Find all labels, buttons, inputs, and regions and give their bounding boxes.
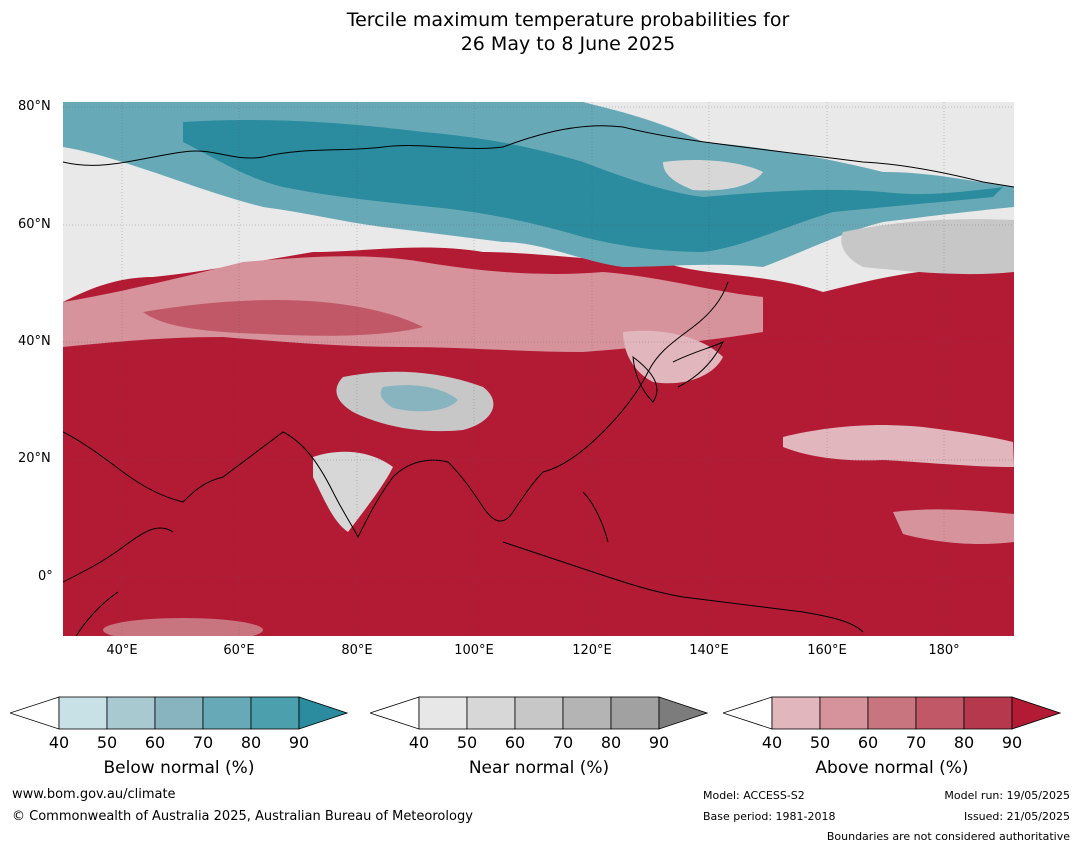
- colorbar-near-swatches: [368, 696, 709, 730]
- copyright-text: © Commonwealth of Australia 2025, Austra…: [12, 809, 473, 824]
- lat-label-80n: 80°N: [18, 99, 51, 114]
- lon-label-160e: 160°E: [807, 643, 847, 658]
- tick: 70: [192, 733, 214, 752]
- tick: 60: [144, 733, 166, 752]
- coastlines: [63, 125, 1014, 636]
- near-normal-kamchatka: [841, 219, 1014, 275]
- below-normal-siberia-core: [183, 120, 1003, 252]
- colorbar-below-ticks: 40 50 60 70 80 90: [10, 733, 348, 753]
- tick: 50: [96, 733, 118, 752]
- title-line-2: 26 May to 8 June 2025: [460, 33, 676, 55]
- lon-label-100e: 100°E: [454, 643, 494, 658]
- lat-label-20n: 20°N: [18, 451, 51, 466]
- above-normal-pacific-patch: [783, 425, 1014, 467]
- near-normal-patch: [663, 160, 763, 191]
- tick: 50: [456, 733, 478, 752]
- tick: 70: [552, 733, 574, 752]
- tick: 50: [809, 733, 831, 752]
- tick: 80: [600, 733, 622, 752]
- map-panel: 80°N 60°N 40°N 20°N 0°: [0, 90, 1081, 670]
- below-normal-tibet: [380, 385, 458, 412]
- tick: 40: [408, 733, 430, 752]
- tick: 60: [857, 733, 879, 752]
- lon-label-180: 180°: [928, 643, 960, 658]
- base-period: Base period: 1981-2018: [703, 810, 836, 823]
- colorbar-below-swatches: [8, 696, 349, 730]
- near-normal-india: [313, 451, 393, 532]
- above-normal-pacific-south: [893, 509, 1014, 545]
- tick: 90: [288, 733, 310, 752]
- graticule: [63, 102, 1014, 636]
- model-run-date: Model run: 19/05/2025: [944, 789, 1070, 802]
- lon-label-140e: 140°E: [689, 643, 729, 658]
- colorbar-below-label: Below normal (%): [103, 758, 255, 778]
- colorbar-near-normal: 40 50 60 70 80 90 Near normal (%): [368, 696, 709, 778]
- boundaries-note: Boundaries are not considered authoritat…: [826, 830, 1070, 843]
- tick: 80: [240, 733, 262, 752]
- lon-label-80e: 80°E: [341, 643, 373, 658]
- probability-map: [63, 102, 1014, 636]
- tick: 60: [504, 733, 526, 752]
- lat-label-40n: 40°N: [18, 334, 51, 349]
- lon-label-40e: 40°E: [106, 643, 138, 658]
- tick: 40: [761, 733, 783, 752]
- map-title: Tercile maximum temperature probabilitie…: [0, 8, 1081, 56]
- colorbar-near-ticks: 40 50 60 70 80 90: [370, 733, 708, 753]
- lat-label-60n: 60°N: [18, 217, 51, 232]
- colorbar-near-label: Near normal (%): [468, 758, 610, 778]
- tick: 70: [905, 733, 927, 752]
- lon-label-60e: 60°E: [223, 643, 255, 658]
- tick: 40: [48, 733, 70, 752]
- colorbar-above-label: Above normal (%): [815, 758, 969, 778]
- colorbar-above-swatches: [721, 696, 1062, 730]
- tick: 90: [648, 733, 670, 752]
- issued-date: Issued: 21/05/2025: [963, 810, 1070, 823]
- title-line-1: Tercile maximum temperature probabilitie…: [346, 9, 790, 31]
- tick: 90: [1001, 733, 1023, 752]
- colorbar-below-normal: 40 50 60 70 80 90 Below normal (%): [8, 696, 349, 778]
- lat-label-0: 0°: [38, 569, 53, 584]
- above-normal-indian-ocean: [103, 618, 263, 636]
- website-link[interactable]: www.bom.gov.au/climate: [12, 787, 176, 802]
- tick: 80: [953, 733, 975, 752]
- colorbar-above-ticks: 40 50 60 70 80 90: [723, 733, 1061, 753]
- lon-label-120e: 120°E: [572, 643, 612, 658]
- model-name: Model: ACCESS-S2: [703, 789, 805, 802]
- above-normal-central-asia: [143, 300, 423, 336]
- colorbar-above-normal: 40 50 60 70 80 90 Above normal (%): [721, 696, 1062, 778]
